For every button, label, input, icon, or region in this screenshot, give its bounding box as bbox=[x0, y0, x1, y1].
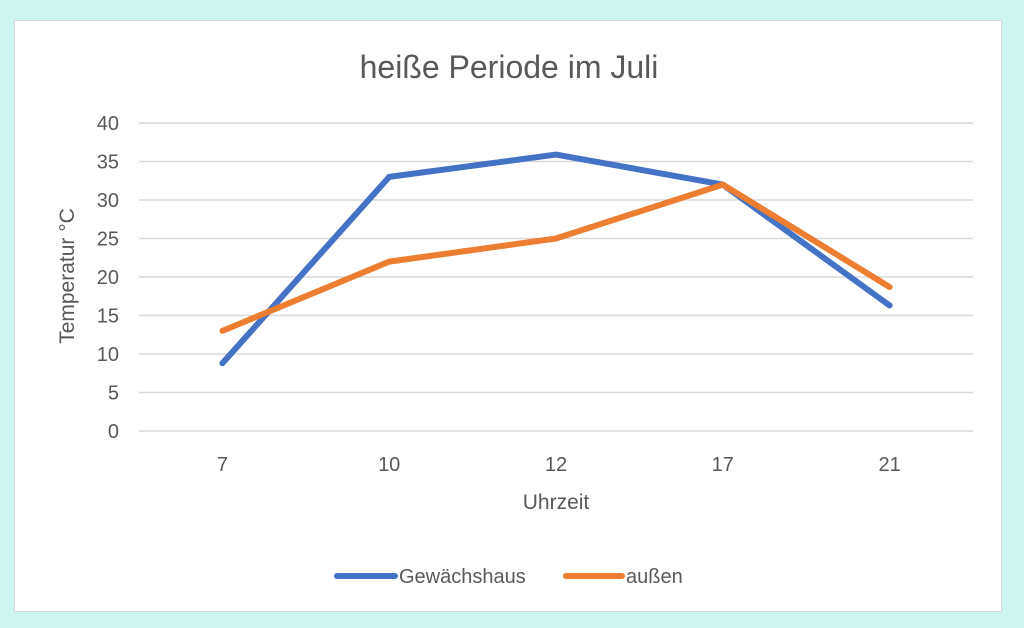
data-point bbox=[388, 176, 390, 178]
legend-item: außen bbox=[563, 566, 683, 588]
data-point bbox=[889, 286, 891, 288]
series-2 bbox=[219, 181, 893, 334]
series-1 bbox=[219, 151, 893, 367]
series-lines bbox=[219, 151, 893, 367]
x-tick-label: 7 bbox=[217, 454, 228, 476]
data-point bbox=[722, 184, 724, 186]
y-tick-label: 0 bbox=[108, 421, 119, 443]
y-tick-label: 20 bbox=[97, 267, 119, 289]
data-point bbox=[221, 362, 223, 364]
y-tick-label: 10 bbox=[97, 344, 119, 366]
chart-frame: heiße Periode im Juli 0 5 10 15 20 25 30 35 40 7… bbox=[14, 20, 1002, 612]
data-point bbox=[555, 238, 557, 239]
y-tick-label: 30 bbox=[97, 190, 119, 212]
data-point bbox=[889, 304, 891, 306]
x-axis-tick-labels: 7 10 12 17 21 bbox=[217, 454, 901, 476]
data-point bbox=[388, 261, 390, 263]
y-tick-label: 40 bbox=[97, 113, 119, 135]
x-tick-label: 10 bbox=[378, 454, 400, 476]
legend-label: Gewächshaus bbox=[399, 566, 526, 588]
y-tick-label: 5 bbox=[108, 383, 119, 405]
x-tick-label: 12 bbox=[545, 454, 567, 476]
data-point bbox=[555, 154, 557, 156]
legend-label: außen bbox=[626, 566, 683, 588]
legend-item: Gewächshaus bbox=[334, 566, 526, 588]
line-chart: heiße Periode im Juli 0 5 10 15 20 25 30 35 40 7… bbox=[56, 49, 973, 588]
data-point bbox=[221, 330, 223, 332]
y-tick-label: 15 bbox=[97, 306, 119, 328]
y-tick-label: 25 bbox=[97, 229, 119, 251]
y-tick-label: 35 bbox=[97, 152, 119, 174]
series-line bbox=[219, 181, 893, 334]
x-tick-label: 17 bbox=[712, 454, 734, 476]
x-axis-title: Uhrzeit bbox=[523, 491, 590, 514]
y-axis-tick-labels: 0 5 10 15 20 25 30 35 40 bbox=[97, 113, 119, 443]
x-tick-label: 21 bbox=[878, 454, 900, 476]
y-axis-title: Temperatur °C bbox=[56, 208, 79, 344]
legend: Gewächshaus außen bbox=[334, 566, 683, 588]
series-line bbox=[219, 151, 893, 367]
chart-title: heiße Periode im Juli bbox=[360, 49, 659, 85]
